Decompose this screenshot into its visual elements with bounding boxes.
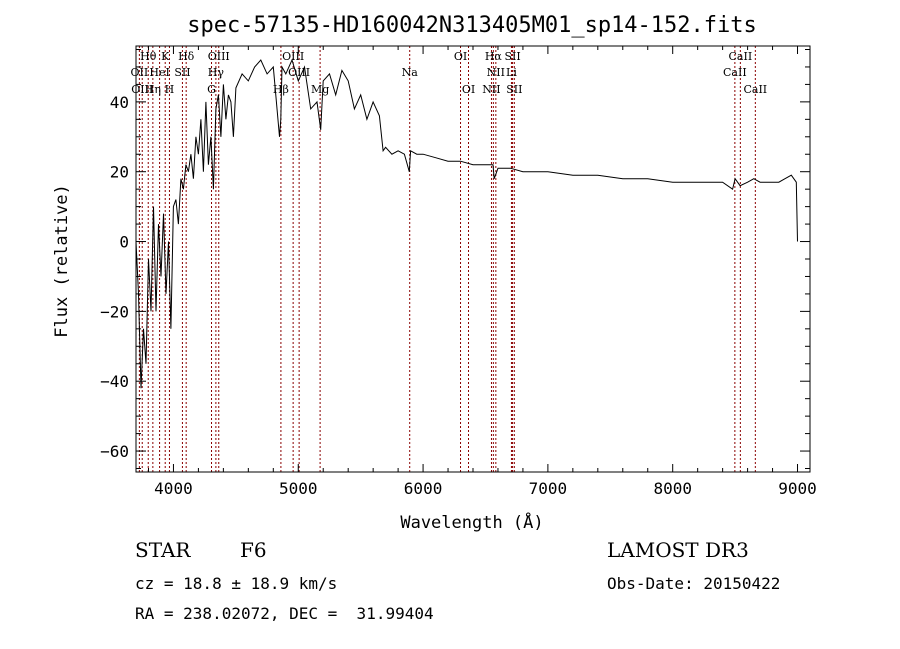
emission-line-label: Hβ [273, 83, 289, 96]
emission-line-label: SII [174, 66, 190, 79]
emission-line-label: H [165, 83, 175, 96]
y-axis-label: Flux (relative) [52, 184, 72, 338]
emission-line-label: SII [506, 83, 522, 96]
x-tick-label: 8000 [653, 479, 692, 498]
emission-line-label: SII [504, 50, 520, 63]
emission-line-label: Hγ [208, 66, 225, 79]
object-subclass: F6 [240, 538, 267, 562]
redshift-cz: cz = 18.8 ± 18.9 km/s [135, 574, 338, 593]
y-tick-label: 20 [110, 163, 129, 182]
emission-line-label: OII [131, 66, 149, 79]
emission-line-label: G [207, 83, 216, 96]
emission-line-label: CaII [723, 66, 747, 79]
plot-frame [135, 45, 811, 473]
y-tick-label: −60 [100, 442, 129, 461]
y-tick-label: 40 [110, 93, 129, 112]
x-tick-label: 7000 [529, 479, 568, 498]
x-axis-ticks: 4000 5000 6000 7000 8000 9000 [147, 46, 817, 498]
emission-line-label: K [161, 50, 170, 63]
emission-line-label: OIII [131, 83, 153, 96]
emission-line-label: Hη [145, 83, 161, 96]
emission-line-label: OI [454, 50, 467, 63]
emission-line-label: OI [462, 83, 475, 96]
y-tick-label: −20 [100, 302, 129, 321]
emission-line-label: NII [487, 66, 505, 79]
x-tick-label: 9000 [778, 479, 817, 498]
chart-title: spec-57135-HD160042N313405M01_sp14-152.f… [187, 13, 757, 38]
emission-line-label: Li [506, 66, 517, 79]
emission-line-label: HeI [149, 66, 169, 79]
x-tick-label: 4000 [154, 479, 193, 498]
emission-line-label: Hδ [178, 50, 195, 63]
emission-line-label: Hα [485, 50, 503, 63]
emission-line-label: OIII [208, 50, 230, 63]
observation-date: Obs-Date: 20150422 [607, 574, 781, 593]
emission-line-label: OIII [288, 66, 310, 79]
flux-series-line [135, 58, 798, 389]
emission-line-label: Hθ [140, 50, 157, 63]
emission-line-label: NII [482, 83, 500, 96]
emission-line-label: OIII [282, 50, 304, 63]
x-tick-label: 5000 [279, 479, 318, 498]
ra-dec-coordinates: RA = 238.02072, DEC = 31.99404 [135, 604, 434, 623]
object-class: STAR [135, 538, 191, 562]
emission-line-label: Na [402, 66, 419, 79]
x-axis-label: Wavelength (Å) [400, 511, 543, 533]
y-tick-label: −40 [100, 372, 129, 391]
emission-line-label: Mg [311, 83, 329, 96]
emission-line-label: CaII [743, 83, 767, 96]
y-tick-label: 0 [119, 233, 129, 252]
survey-name: LAMOST DR3 [607, 538, 749, 562]
emission-line-label: CaII [729, 50, 753, 63]
y-axis-ticks: −60 −40 −20 0 20 40 [100, 48, 810, 470]
x-tick-label: 6000 [404, 479, 443, 498]
